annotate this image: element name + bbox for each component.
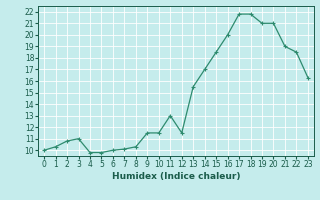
X-axis label: Humidex (Indice chaleur): Humidex (Indice chaleur)	[112, 172, 240, 181]
